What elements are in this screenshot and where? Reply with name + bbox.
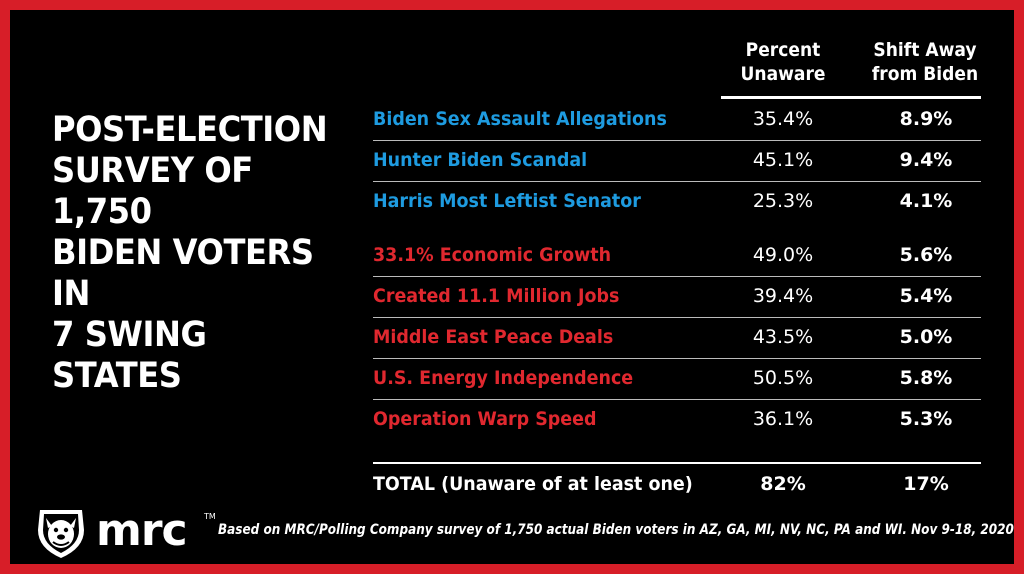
table-row: Hunter Biden Scandal 45.1% 9.4% <box>373 140 981 181</box>
shift-away-value: 5.3% <box>899 408 953 430</box>
shift-away-value: 4.1% <box>899 190 953 212</box>
row-label: Hunter Biden Scandal <box>373 149 588 171</box>
table-row: 33.1% Economic Growth 49.0% 5.6% <box>373 235 981 276</box>
total-label-bold: TOTAL <box>373 473 436 495</box>
shift-away-value: 5.4% <box>899 285 953 307</box>
total-label-rest: (Unaware of at least one) <box>435 473 693 495</box>
column-header-percent-unaware: Percent Unaware <box>729 38 837 86</box>
trademark-mark: TM <box>204 512 216 521</box>
shift-away-value: 5.6% <box>899 244 953 266</box>
table-row: Created 11.1 Million Jobs 39.4% 5.4% <box>373 276 981 317</box>
table-row: U.S. Energy Independence 50.5% 5.8% <box>373 358 981 399</box>
percent-unaware-value: 39.4% <box>752 285 814 307</box>
percent-unaware-value: 50.5% <box>752 367 814 389</box>
bulldog-icon <box>38 510 84 558</box>
percent-unaware-value: 36.1% <box>752 408 814 430</box>
row-label: 33.1% Economic Growth <box>373 244 612 266</box>
header-divider <box>721 96 981 99</box>
table-row: Middle East Peace Deals 43.5% 5.0% <box>373 317 981 358</box>
shift-away-value: 9.4% <box>899 149 953 171</box>
row-label: U.S. Energy Independence <box>373 367 634 389</box>
shift-away-value: 5.0% <box>899 326 953 348</box>
row-label: Operation Warp Speed <box>373 408 597 430</box>
shift-away-value: 5.8% <box>899 367 953 389</box>
table-row: Harris Most Leftist Senator 25.3% 4.1% <box>373 181 981 222</box>
row-label: Biden Sex Assault Allegations <box>373 108 667 130</box>
infographic-panel: POST-ELECTION SURVEY OF 1,750 BIDEN VOTE… <box>10 10 1014 564</box>
mrc-logo: mrc TM <box>32 504 232 560</box>
headline-line: BIDEN VOTERS IN <box>52 233 314 314</box>
column-header-shift-away: Shift Away from Biden <box>858 38 993 86</box>
column-header-line: Unaware <box>740 63 826 85</box>
percent-unaware-value: 45.1% <box>752 149 814 171</box>
total-unaware-value: 82% <box>760 473 806 495</box>
row-label: Created 11.1 Million Jobs <box>373 285 620 307</box>
headline-line: SURVEY OF 1,750 <box>52 151 253 232</box>
row-divider <box>373 140 981 141</box>
row-divider <box>373 276 981 277</box>
percent-unaware-value: 35.4% <box>752 108 814 130</box>
row-divider <box>373 181 981 182</box>
row-label: Middle East Peace Deals <box>373 326 614 348</box>
percent-unaware-value: 49.0% <box>752 244 814 266</box>
row-divider <box>373 317 981 318</box>
percent-unaware-value: 25.3% <box>752 190 814 212</box>
headline-line: 7 SWING STATES <box>52 315 207 396</box>
column-header-line: from Biden <box>871 63 979 85</box>
total-row: TOTAL (Unaware of at least one) 82% 17% <box>373 464 981 504</box>
headline-line: POST-ELECTION <box>52 110 328 150</box>
shift-away-value: 8.9% <box>899 108 953 130</box>
row-label: Harris Most Leftist Senator <box>373 190 641 212</box>
total-divider <box>373 462 981 464</box>
logo-wordmark: mrc <box>96 505 188 556</box>
row-divider <box>373 399 981 400</box>
total-label: TOTAL (Unaware of at least one) <box>373 464 693 505</box>
table-row: Operation Warp Speed 36.1% 5.3% <box>373 399 981 440</box>
total-shift-value: 17% <box>903 473 949 495</box>
column-header-line: Percent <box>745 39 821 61</box>
table-row: Biden Sex Assault Allegations 35.4% 8.9% <box>373 99 981 140</box>
headline: POST-ELECTION SURVEY OF 1,750 BIDEN VOTE… <box>52 110 328 397</box>
row-divider <box>373 358 981 359</box>
column-header-line: Shift Away <box>873 39 977 61</box>
source-note: Based on MRC/Polling Company survey of 1… <box>218 522 1014 538</box>
percent-unaware-value: 43.5% <box>752 326 814 348</box>
